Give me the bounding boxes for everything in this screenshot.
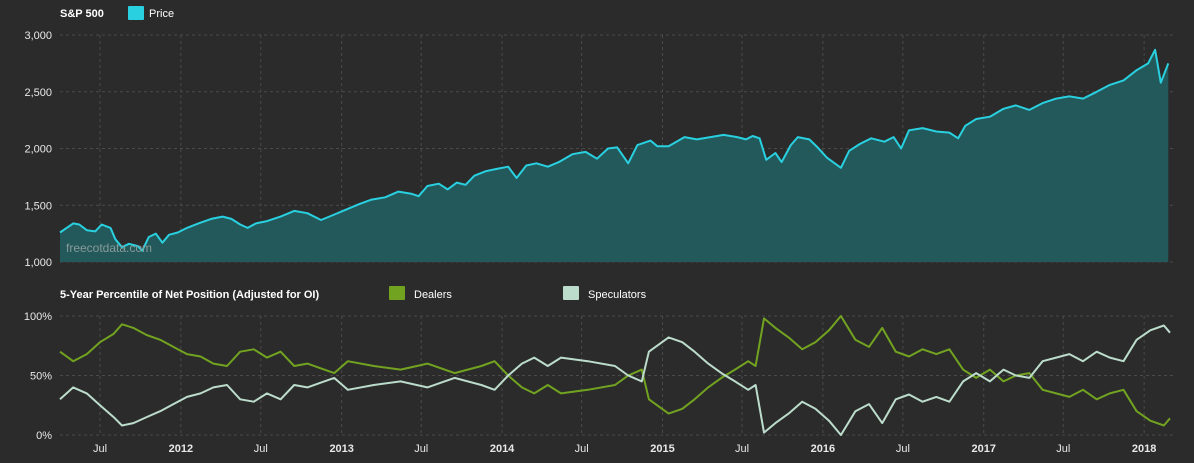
top-y-tick-label: 1,500 [24,200,52,212]
top-y-tick-label: 2,500 [24,87,52,99]
dealers-line[interactable] [59,315,1171,427]
x-tick-label: 2014 [490,443,515,455]
x-tick-label: Jul [735,443,749,455]
dealers-legend-label[interactable]: Dealers [414,289,452,301]
x-tick-label: Jul [575,443,589,455]
price-legend-swatch[interactable] [128,6,144,20]
x-tick-label: 2017 [971,443,995,455]
watermark: freecotdata.com [66,241,152,255]
x-tick-label: Jul [93,443,107,455]
x-tick-label: Jul [896,443,910,455]
speculators-legend-label[interactable]: Speculators [588,289,647,301]
price-area-fill [60,49,1169,262]
top-y-tick-label: 2,000 [24,144,52,156]
bottom-y-tick-label: 100% [24,311,52,323]
dealers-legend-swatch[interactable] [389,286,405,300]
x-tick-label: 2012 [169,443,193,455]
x-tick-label: Jul [254,443,268,455]
speculators-line[interactable] [59,324,1171,436]
bottom-y-tick-label: 50% [30,371,52,383]
percentile-plot [59,315,1171,436]
x-tick-label: Jul [1056,443,1070,455]
x-tick-label: Jul [414,443,428,455]
top-y-tick-label: 1,000 [24,257,52,269]
speculators-legend-swatch[interactable] [563,286,579,300]
x-tick-label: 2015 [650,443,674,455]
percentile-chart-title: 5-Year Percentile of Net Position (Adjus… [60,289,319,301]
bottom-y-tick-label: 0% [36,430,52,442]
x-tick-label: 2018 [1132,443,1156,455]
axes-layer: Jul 2012 Jul 2013 Jul 2014 Jul 2015 Jul 2016 Jul 20… [24,30,1157,455]
price-line[interactable] [59,48,1170,252]
price-legend-label[interactable]: Price [149,8,174,20]
x-tick-label: 2016 [811,443,835,455]
price-chart-title: S&P 500 [60,8,104,20]
price-plot [59,48,1170,262]
top-y-tick-label: 3,000 [24,30,52,42]
x-tick-label: 2013 [329,443,353,455]
